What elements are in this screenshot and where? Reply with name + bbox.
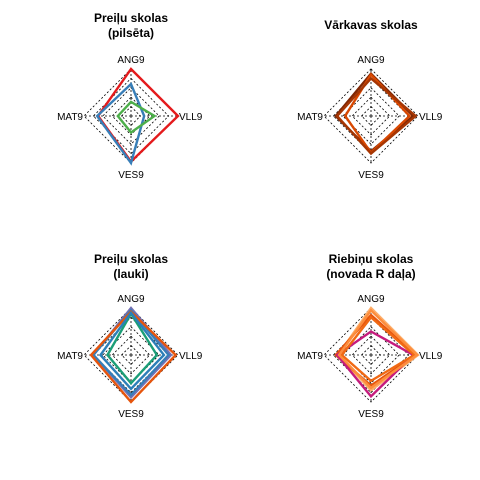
axis-label-vll9: VLL9 — [179, 112, 203, 123]
axis-label-vll9: VLL9 — [419, 351, 443, 362]
series-polygon-2 — [343, 72, 412, 155]
axis-label-mat9: MAT9 — [57, 351, 83, 362]
series-polygon-5 — [337, 308, 419, 390]
panel-title-line: (pilsēta) — [108, 26, 154, 40]
grid-ring — [111, 335, 151, 375]
grid-ring — [361, 345, 381, 365]
series-polygon-5 — [98, 310, 166, 391]
grid-ring — [121, 106, 141, 126]
axis-label-mat9: MAT9 — [297, 351, 323, 362]
axis-label-ves9: VES9 — [358, 409, 384, 420]
series-polygon-4 — [340, 315, 417, 383]
radar-panel-3: Preiļu skolas(lauki) ANG9 VLL9 VES9 MAT9 — [57, 252, 203, 420]
series-polygon-1 — [91, 306, 173, 400]
axis-label-ves9: VES9 — [118, 409, 144, 420]
axis-label-vll9: VLL9 — [419, 112, 443, 123]
series-polygon-3 — [89, 310, 178, 404]
grid-ring — [323, 68, 419, 164]
axis-label-ang9: ANG9 — [357, 55, 385, 66]
axis-label-mat9: MAT9 — [57, 112, 83, 123]
axis-label-ves9: VES9 — [358, 170, 384, 181]
grid-ring — [92, 316, 170, 394]
grid-ring — [102, 87, 160, 145]
axis-label-ang9: ANG9 — [357, 294, 385, 305]
series-polygon-3 — [335, 76, 418, 156]
panel-title-line: (lauki) — [113, 267, 148, 281]
panel-title-line: Preiļu skolas — [94, 252, 168, 266]
panel-title-line: Preiļu skolas — [94, 11, 168, 25]
panel-title-line: Vārkavas skolas — [324, 18, 418, 32]
axis-label-ang9: ANG9 — [117, 55, 145, 66]
panel-title-line: Riebiņu skolas — [329, 252, 414, 266]
axis-label-mat9: MAT9 — [297, 112, 323, 123]
radar-panel-1: Preiļu skolas(pilsēta) ANG9 VLL9 VES9 MAT9 — [57, 11, 203, 181]
grid-ring — [351, 335, 391, 375]
radar-panel-2: Vārkavas skolas ANG9 VLL9 VES9 MAT9 — [297, 18, 443, 181]
panel-title-line: (novada R daļa) — [326, 267, 415, 281]
radar-panel-4: Riebiņu skolas(novada R daļa) ANG9 VLL9 VES… — [297, 252, 443, 420]
axis-label-vll9: VLL9 — [179, 351, 203, 362]
axis-label-ang9: ANG9 — [117, 294, 145, 305]
grid-ring — [351, 96, 391, 136]
series-polygon-2 — [95, 81, 146, 166]
grid-ring — [121, 345, 141, 365]
axis-label-ves9: VES9 — [118, 170, 144, 181]
series-polygon-1 — [96, 67, 180, 164]
grid-ring — [361, 106, 381, 126]
series-polygon-3 — [116, 100, 157, 135]
series-polygon-4 — [106, 311, 159, 386]
